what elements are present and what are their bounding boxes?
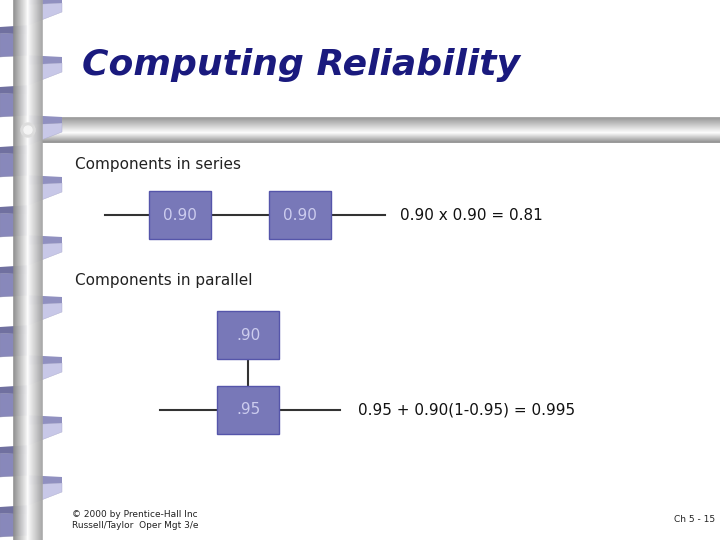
Polygon shape — [0, 513, 28, 537]
Polygon shape — [28, 235, 62, 245]
Polygon shape — [28, 483, 62, 505]
Polygon shape — [0, 445, 28, 455]
Text: Components in parallel: Components in parallel — [75, 273, 253, 287]
Text: © 2000 by Prentice-Hall Inc
Russell/Taylor  Oper Mgt 3/e: © 2000 by Prentice-Hall Inc Russell/Tayl… — [72, 510, 199, 530]
Polygon shape — [28, 123, 62, 145]
Polygon shape — [0, 205, 28, 215]
FancyBboxPatch shape — [269, 191, 331, 239]
Text: 0.90: 0.90 — [163, 207, 197, 222]
FancyBboxPatch shape — [149, 191, 211, 239]
Polygon shape — [0, 265, 28, 275]
Polygon shape — [28, 243, 62, 265]
Polygon shape — [0, 273, 28, 297]
Polygon shape — [28, 183, 62, 205]
Polygon shape — [28, 55, 62, 65]
Polygon shape — [0, 145, 28, 155]
Circle shape — [21, 123, 35, 137]
Polygon shape — [0, 93, 28, 117]
Polygon shape — [0, 453, 28, 477]
Polygon shape — [0, 325, 28, 335]
FancyBboxPatch shape — [217, 311, 279, 359]
Circle shape — [24, 126, 32, 134]
Polygon shape — [28, 475, 62, 485]
Polygon shape — [28, 115, 62, 125]
Polygon shape — [28, 303, 62, 325]
Polygon shape — [0, 385, 28, 395]
Polygon shape — [28, 3, 62, 25]
Polygon shape — [0, 85, 28, 95]
Text: 0.95 + 0.90(1-0.95) = 0.995: 0.95 + 0.90(1-0.95) = 0.995 — [358, 402, 575, 417]
Polygon shape — [0, 25, 28, 35]
Polygon shape — [28, 355, 62, 365]
Polygon shape — [28, 295, 62, 305]
Text: 0.90 x 0.90 = 0.81: 0.90 x 0.90 = 0.81 — [400, 207, 543, 222]
Polygon shape — [0, 333, 28, 357]
Text: Ch 5 - 15: Ch 5 - 15 — [674, 516, 715, 524]
Text: .90: .90 — [236, 327, 260, 342]
Polygon shape — [0, 33, 28, 57]
Polygon shape — [0, 213, 28, 237]
Polygon shape — [0, 393, 28, 417]
Polygon shape — [28, 175, 62, 185]
Text: Components in series: Components in series — [75, 158, 241, 172]
Polygon shape — [28, 415, 62, 425]
Text: .95: .95 — [236, 402, 260, 417]
Polygon shape — [0, 153, 28, 177]
Polygon shape — [28, 63, 62, 85]
FancyBboxPatch shape — [217, 386, 279, 434]
Text: 0.90: 0.90 — [283, 207, 317, 222]
Polygon shape — [28, 363, 62, 385]
Polygon shape — [28, 0, 62, 5]
Polygon shape — [0, 505, 28, 515]
Text: Computing Reliability: Computing Reliability — [82, 48, 520, 82]
Polygon shape — [28, 423, 62, 445]
